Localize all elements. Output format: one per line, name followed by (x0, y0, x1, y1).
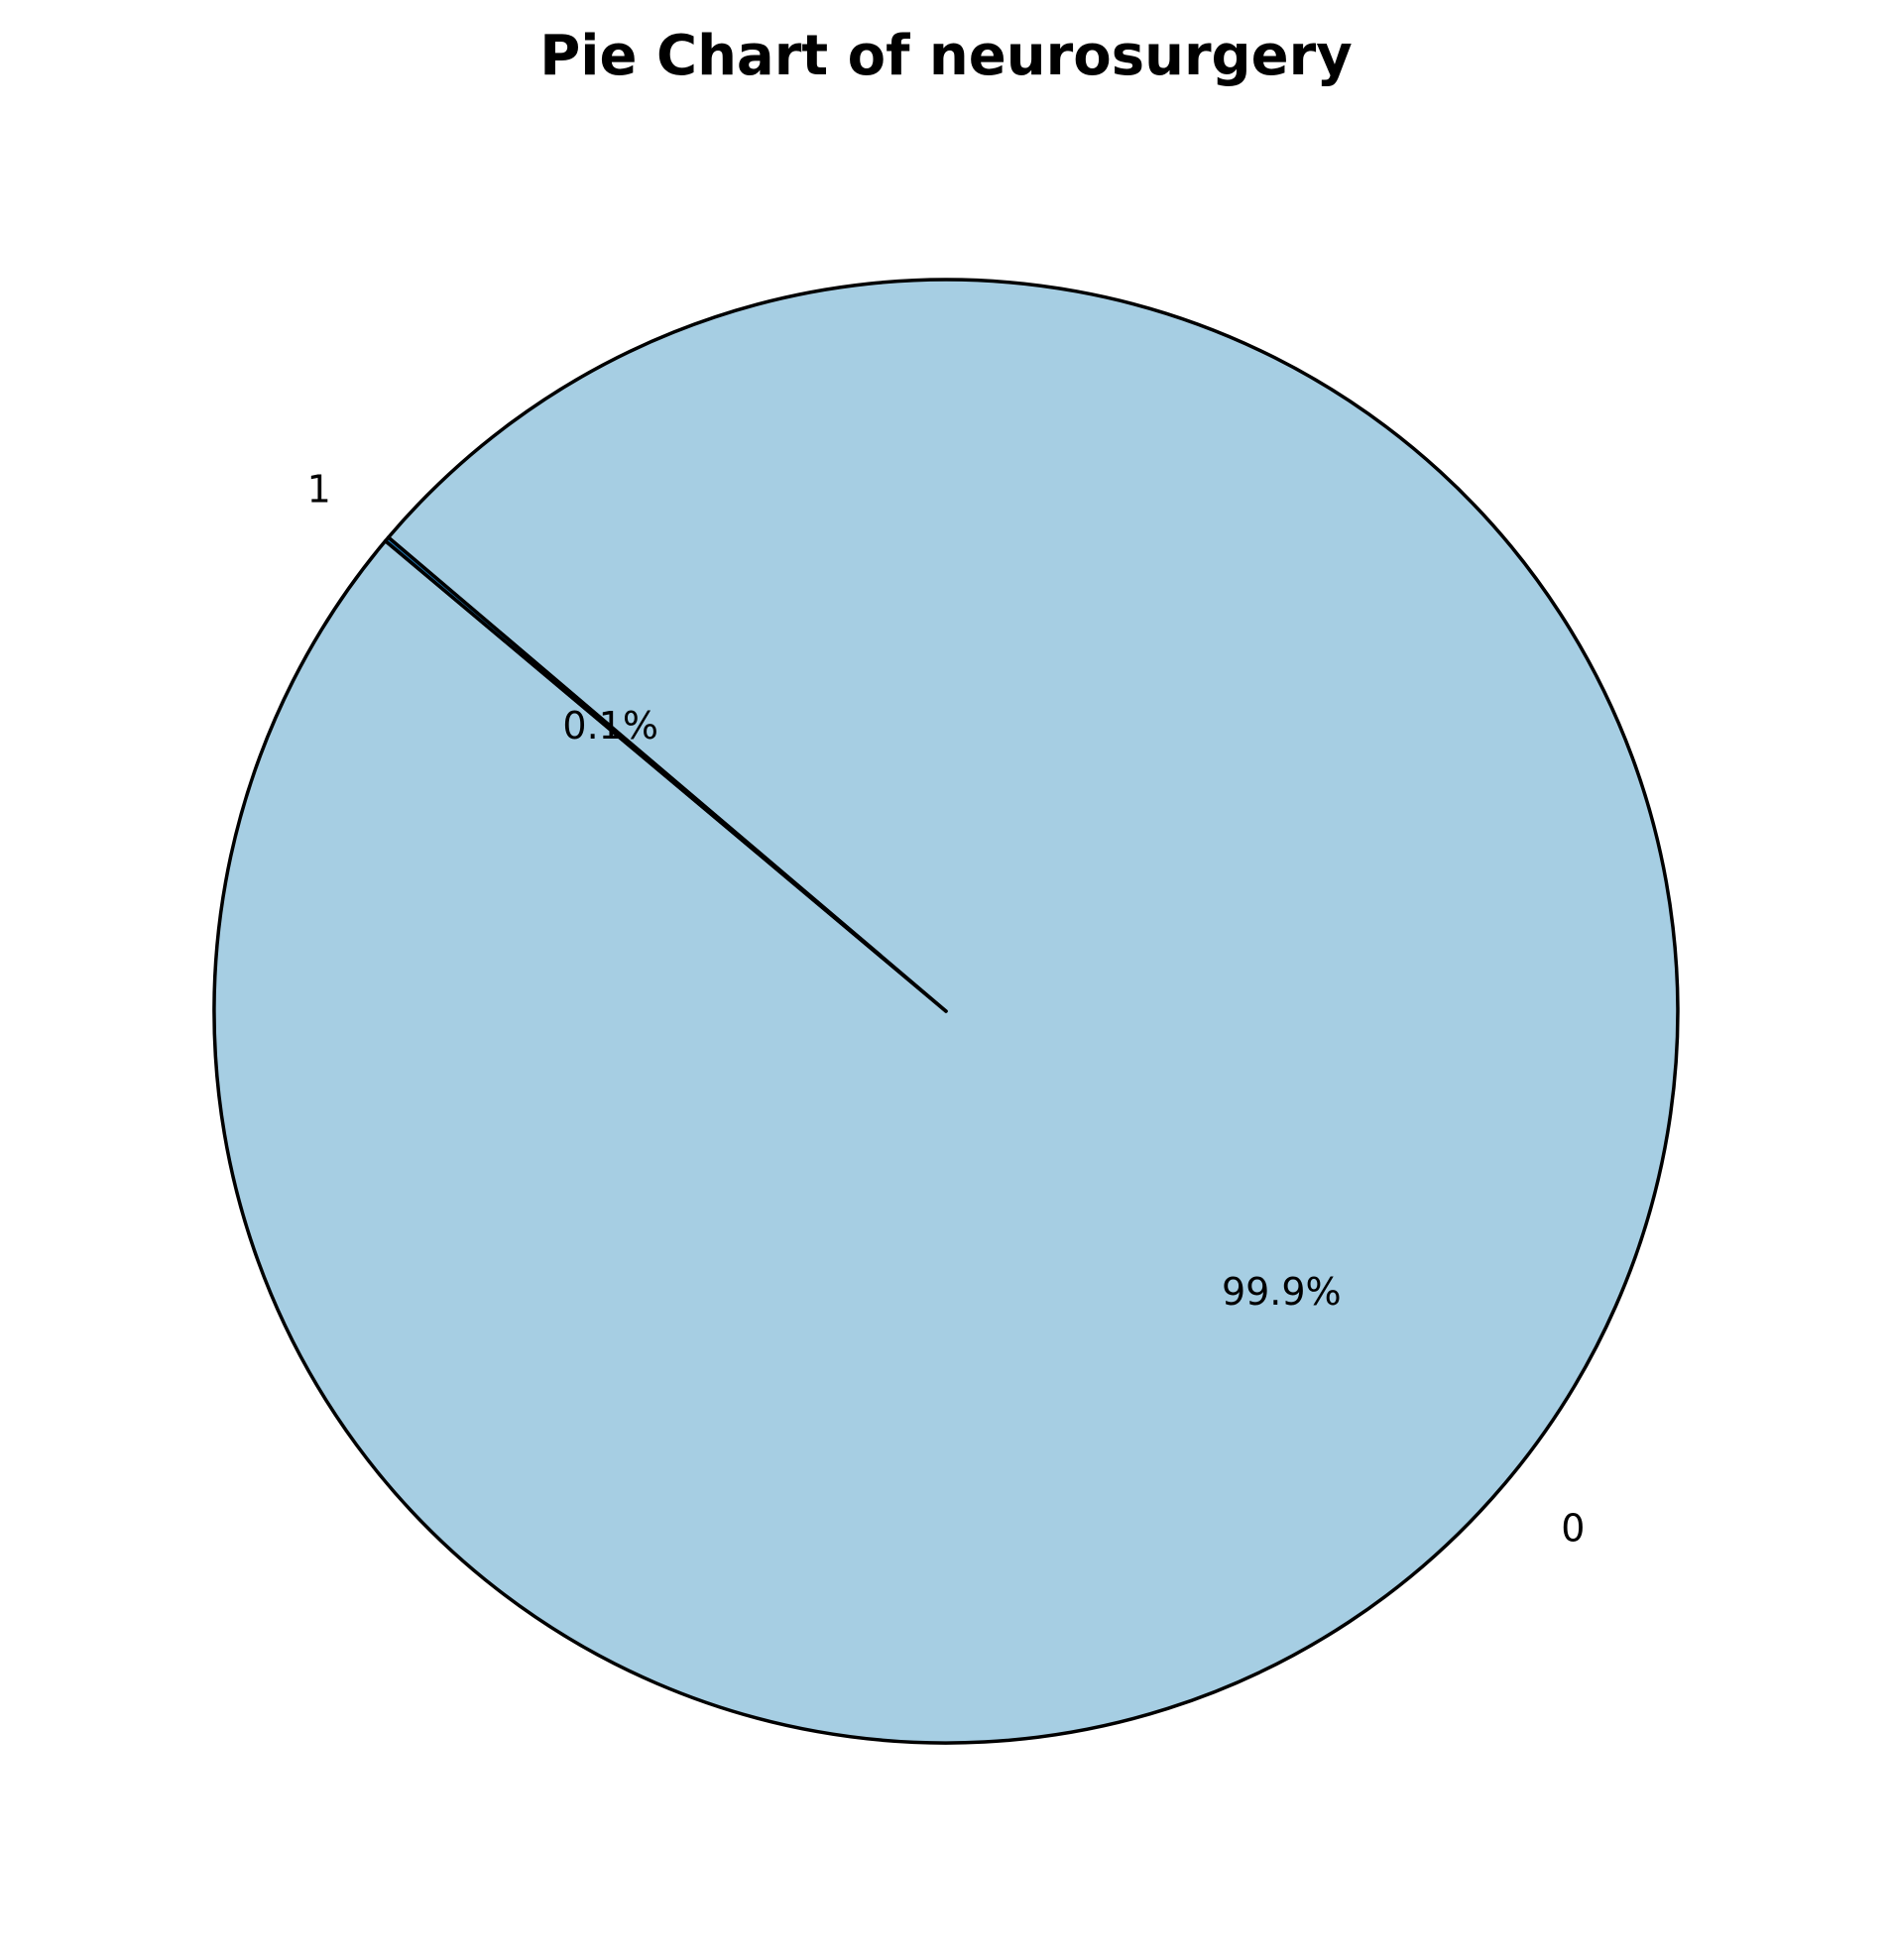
category-label-1: 1 (307, 468, 331, 512)
category-label-0: 0 (1561, 1506, 1585, 1550)
percent-label-1: 0.1% (562, 704, 658, 748)
pie-slice-1 (383, 535, 948, 1013)
chart-title: Pie Chart of neurosurgery (539, 24, 1353, 88)
pie-slices (212, 278, 1680, 1745)
pie-labels: 0 99.9% 1 0.1% (307, 468, 1586, 1551)
percent-label-0: 99.9% (1222, 1270, 1342, 1314)
